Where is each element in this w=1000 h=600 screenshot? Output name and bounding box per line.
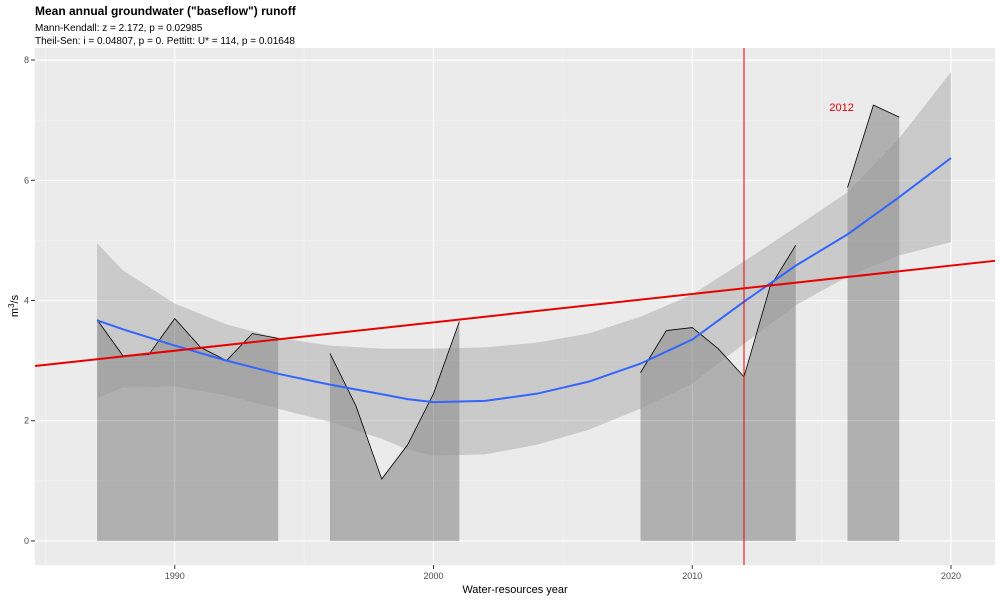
y-tick-label: 6 — [24, 175, 29, 185]
x-tick-label: 2000 — [423, 571, 443, 581]
loess-confidence-band — [97, 72, 952, 456]
series-line-3 — [640, 244, 797, 378]
y-axis: 0 2 4 6 8 — [24, 55, 35, 546]
x-axis-title: Water-resources year — [462, 584, 568, 596]
series-areas — [97, 105, 900, 541]
trend-line-group — [34, 259, 996, 368]
series-area-3 — [640, 245, 796, 541]
chart-title: Mean annual groundwater ("baseflow") run… — [35, 4, 297, 18]
y-tick-label: 0 — [24, 536, 29, 546]
y-axis-title-tail: /s — [9, 294, 21, 303]
chart-subtitle-1: Mann-Kendall: z = 2.172, p = 0.02985 — [35, 23, 203, 34]
x-tick-label: 2020 — [941, 571, 961, 581]
loess-band — [97, 72, 952, 456]
y-tick-label: 2 — [24, 416, 29, 426]
series-area-1 — [97, 318, 279, 541]
series-line-4 — [847, 104, 900, 188]
y-tick-label: 8 — [24, 55, 29, 65]
series-line-2 — [329, 321, 460, 480]
x-axis: 1990 2000 2010 2020 — [165, 565, 961, 581]
grid-minor — [35, 48, 995, 565]
plot-panel — [35, 48, 995, 565]
x-tick-label: 2010 — [682, 571, 702, 581]
loess-curve — [96, 157, 952, 404]
y-axis-title: m3/s — [7, 294, 21, 317]
changepoint-label: 2012 — [829, 102, 853, 114]
loess-line — [96, 157, 952, 404]
y-axis-title-sup: 3 — [7, 303, 16, 308]
chart-subtitle-2: Theil-Sen: i = 0.04807, p = 0. Pettitt: … — [35, 36, 295, 47]
y-tick-label: 4 — [24, 295, 29, 305]
y-axis-title-base: m — [9, 308, 21, 317]
changepoint-group: 2012 — [743, 48, 854, 565]
series-area-2 — [329, 321, 460, 541]
grid-major — [35, 48, 995, 565]
trend-line — [34, 259, 996, 368]
x-tick-label: 1990 — [165, 571, 185, 581]
series-area-4 — [847, 105, 900, 541]
